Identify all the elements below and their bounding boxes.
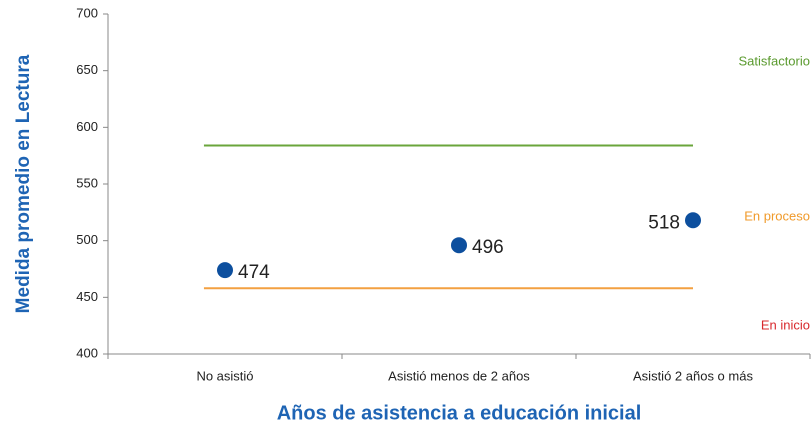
y-tick-label: 650 xyxy=(76,62,98,77)
x-tick-label: No asistió xyxy=(196,368,253,383)
point xyxy=(217,262,233,279)
x-tick-label: Asistió 2 años o más xyxy=(633,368,753,383)
y-tick-label: 450 xyxy=(76,289,98,304)
y-tick-label: 550 xyxy=(76,175,98,190)
x-axis-label: Años de asistencia a educación inicial xyxy=(277,402,642,424)
y-tick-label: 400 xyxy=(76,345,98,360)
level-label: En proceso xyxy=(744,208,810,223)
data-label: 474 xyxy=(238,262,270,283)
point xyxy=(451,237,467,254)
level-label: Satisfactorio xyxy=(738,53,810,68)
y-tick-label: 600 xyxy=(76,119,98,134)
x-tick-label: Asistió menos de 2 años xyxy=(388,368,530,383)
data-label: 518 xyxy=(648,212,680,233)
y-axis-label: Medida promedio en Lectura xyxy=(13,54,34,313)
level-label: En inicio xyxy=(761,317,810,332)
y-tick-label: 500 xyxy=(76,232,98,247)
point xyxy=(685,212,701,229)
y-tick-label: 700 xyxy=(76,5,98,20)
data-label: 496 xyxy=(472,237,504,258)
